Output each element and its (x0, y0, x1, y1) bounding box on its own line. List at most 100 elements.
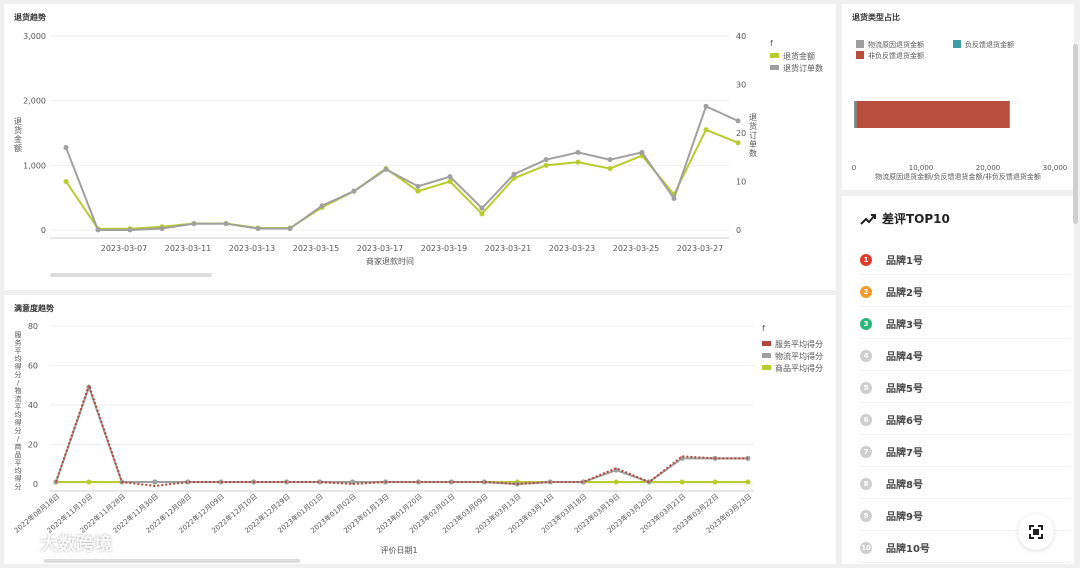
fullscreen-button[interactable] (1018, 514, 1054, 550)
return-type-title: 退货类型占比 (852, 13, 900, 22)
x-tick-label: 0 (852, 164, 856, 172)
y-tick-label: 2,000 (23, 97, 46, 106)
y-tick-label: 1,000 (23, 161, 46, 170)
y-axis-label: 退货金额 (14, 117, 22, 153)
y-tick-label: 20 (28, 441, 38, 450)
rank-badge: 10 (860, 541, 872, 554)
data-point (479, 205, 485, 211)
data-point (511, 175, 517, 181)
data-point (447, 179, 453, 184)
x-tick-label: 2023-03-11 (165, 244, 212, 253)
data-point (152, 479, 158, 485)
brand-name: 品牌9号 (886, 512, 923, 523)
legend-swatch (953, 40, 961, 48)
data-point (671, 195, 677, 201)
y-tick-label: 80 (28, 322, 38, 331)
y2-tick-label: 40 (736, 32, 746, 41)
x-tick-label: 2023-03-17 (357, 244, 404, 253)
data-point (575, 149, 581, 155)
data-point (255, 226, 261, 232)
brand-list-item[interactable]: 2 品牌2号 (860, 277, 1070, 307)
brand-list-item[interactable]: 10 品牌10号 (860, 533, 1070, 563)
x-tick-label: 2023-03-15 (293, 244, 340, 253)
watermark-logo-icon (10, 534, 36, 552)
returns-trend-title: 退货趋势 (14, 13, 46, 22)
y-tick-label: 60 (28, 362, 38, 371)
x-tick-label: 30,000 (1043, 164, 1068, 172)
data-point (63, 179, 69, 184)
y-tick-label: 40 (28, 401, 38, 410)
y2-axis-label: 退货订单数 (749, 113, 757, 158)
brand-list-item[interactable]: 4 品牌4号 (860, 341, 1070, 371)
rank-badge: 2 (860, 285, 872, 298)
data-point (607, 157, 613, 163)
data-point (613, 479, 619, 485)
rank-badge: 4 (860, 349, 872, 362)
data-point (703, 127, 709, 133)
legend-swatch (762, 353, 771, 358)
brand-name: 品牌4号 (886, 352, 923, 363)
data-point (63, 145, 69, 151)
data-point (415, 188, 421, 194)
rank-badge: 6 (860, 413, 872, 426)
brand-name: 品牌7号 (886, 448, 923, 459)
rank-badge: 5 (860, 381, 872, 394)
satisfaction-chart-scrollbar[interactable] (44, 559, 300, 563)
y2-tick-label: 0 (736, 226, 741, 235)
series-line (65, 104, 739, 231)
data-point (575, 159, 581, 165)
data-point (712, 479, 718, 485)
data-point (447, 174, 453, 180)
legend-label: 非负反馈退货金额 (868, 51, 924, 60)
legend-swatch (762, 365, 771, 370)
fullscreen-icon (1029, 525, 1043, 539)
data-point (745, 479, 751, 485)
data-point (317, 479, 323, 485)
brand-list-item[interactable]: 6 品牌6号 (860, 405, 1070, 435)
y-tick-label: 3,000 (23, 32, 46, 41)
data-point (511, 171, 517, 177)
page-scrollbar[interactable] (1073, 44, 1078, 224)
data-point (127, 227, 133, 233)
y-tick-label: 0 (41, 226, 46, 235)
satisfaction-trend-title: 满意度趋势 (14, 304, 54, 313)
data-point (159, 226, 165, 232)
brand-list-item[interactable]: 8 品牌8号 (860, 469, 1070, 499)
returns-trend-chart: 0 1,000 2,000 3,000 0 10 20 30 40 2023-03-07 2023-… (14, 32, 823, 266)
series-line (65, 128, 739, 230)
data-point (543, 157, 549, 163)
brand-name: 品牌10号 (886, 544, 930, 555)
brand-list-item[interactable]: 1 品牌1号 (860, 245, 1070, 275)
trend-up-icon (860, 213, 876, 225)
legend-label: 服务平均得分 (775, 339, 823, 349)
data-point (319, 203, 325, 209)
data-point (218, 479, 224, 485)
brand-list-item[interactable]: 5 品牌5号 (860, 373, 1070, 403)
brand-name: 品牌2号 (886, 288, 923, 299)
brand-list-item[interactable]: 9 品牌9号 (860, 501, 1070, 531)
data-point (735, 140, 741, 146)
satisfaction-trend-chart: 0204060802022年08月18日2022年11月10日2022年11月2… (12, 322, 823, 555)
brand-list-item[interactable]: 7 品牌7号 (860, 437, 1070, 467)
x-tick-label: 2023-03-23 (549, 244, 596, 253)
y-axis-label: 服务平均得分/物流平均得分/商品平均得分 (15, 331, 22, 491)
data-point (479, 211, 485, 217)
legend-label: 负反馈退货金额 (965, 40, 1014, 49)
data-point (287, 226, 293, 232)
watermark-text: 大数跨境 (40, 534, 112, 555)
legend-header: f (762, 324, 765, 333)
satisfaction-trend-panel: 满意度趋势 0 20 40 60 80 2022年08月18日 2022年11月10日 202… (4, 295, 836, 564)
x-tick-label: 2023-03-13 (229, 244, 276, 253)
returns-chart-scrollbar[interactable] (50, 273, 212, 277)
y2-tick-label: 30 (736, 81, 746, 90)
data-point (735, 118, 741, 124)
x-tick-label: 2023-03-07 (101, 244, 148, 253)
x-axis-label: 评价日期1 (380, 546, 417, 555)
y2-tick-label: 20 (736, 129, 746, 138)
bar-segment (854, 101, 857, 128)
rank-badge: 3 (860, 317, 872, 330)
brand-list-item[interactable]: 3 品牌3号 (860, 309, 1070, 339)
legend-swatch (770, 53, 779, 58)
legend-label: 物流原因退货金额 (868, 40, 924, 49)
